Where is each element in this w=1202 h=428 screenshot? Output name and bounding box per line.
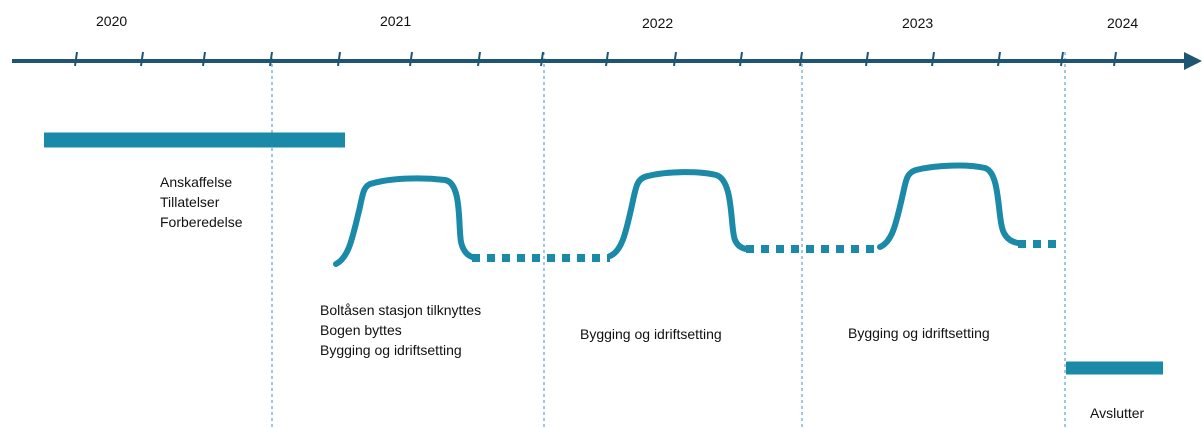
build-phase-1-curve <box>333 175 475 267</box>
phase1-item-bogen: Bogen byttes <box>320 322 402 338</box>
build-phase-3-curve <box>877 162 1021 250</box>
axis-tick <box>140 51 144 67</box>
prep-item-preparation: Forberedelse <box>160 214 243 230</box>
build-phase-2-curve <box>607 169 749 259</box>
axis-tick <box>1060 51 1064 67</box>
prep-item-procurement: Anskaffelse <box>160 174 233 190</box>
phase1-label: Boltåsen stasjon tilknyttes Bogen byttes… <box>320 300 481 360</box>
phase2-item-build: Bygging og idriftsetting <box>580 326 722 342</box>
axis-tick <box>739 51 743 67</box>
axis-tick <box>605 51 609 67</box>
phase3-item-build: Bygging og idriftsetting <box>848 325 990 341</box>
axis-tick <box>337 51 341 67</box>
year-dividers <box>271 52 1066 428</box>
axis-ticks <box>74 51 1117 67</box>
axis-tick <box>477 51 481 67</box>
phase1-item-station: Boltåsen stasjon tilknyttes <box>320 302 482 318</box>
year-label-2022: 2022 <box>642 15 674 31</box>
year-label-2024: 2024 <box>1107 15 1139 31</box>
axis-tick <box>1113 51 1117 67</box>
axis-tick <box>540 51 544 67</box>
axis-tick <box>931 51 935 67</box>
finish-item-closing: Avslutter <box>1090 405 1145 421</box>
prep-phase-label: Anskaffelse Tillatelser Forberedelse <box>160 172 243 232</box>
axis-tick <box>202 51 206 67</box>
phase1-item-build: Bygging og idriftsetting <box>320 342 462 358</box>
phase3-label: Bygging og idriftsetting <box>848 323 990 343</box>
phase2-label: Bygging og idriftsetting <box>580 324 722 344</box>
axis-tick <box>865 51 869 67</box>
finish-phase-label: Avslutter <box>1090 403 1144 423</box>
timeline-arrowhead-icon <box>1184 52 1202 70</box>
axis-tick <box>269 51 273 67</box>
axis-tick <box>997 51 1001 67</box>
axis-tick <box>74 51 78 67</box>
axis-tick <box>673 51 677 67</box>
year-label-2023: 2023 <box>902 15 934 31</box>
axis-tick <box>409 51 413 67</box>
prep-item-permits: Tillatelser <box>160 194 220 210</box>
year-label-2020: 2020 <box>96 13 128 29</box>
axis-tick <box>799 51 803 67</box>
year-label-2021: 2021 <box>380 13 412 29</box>
